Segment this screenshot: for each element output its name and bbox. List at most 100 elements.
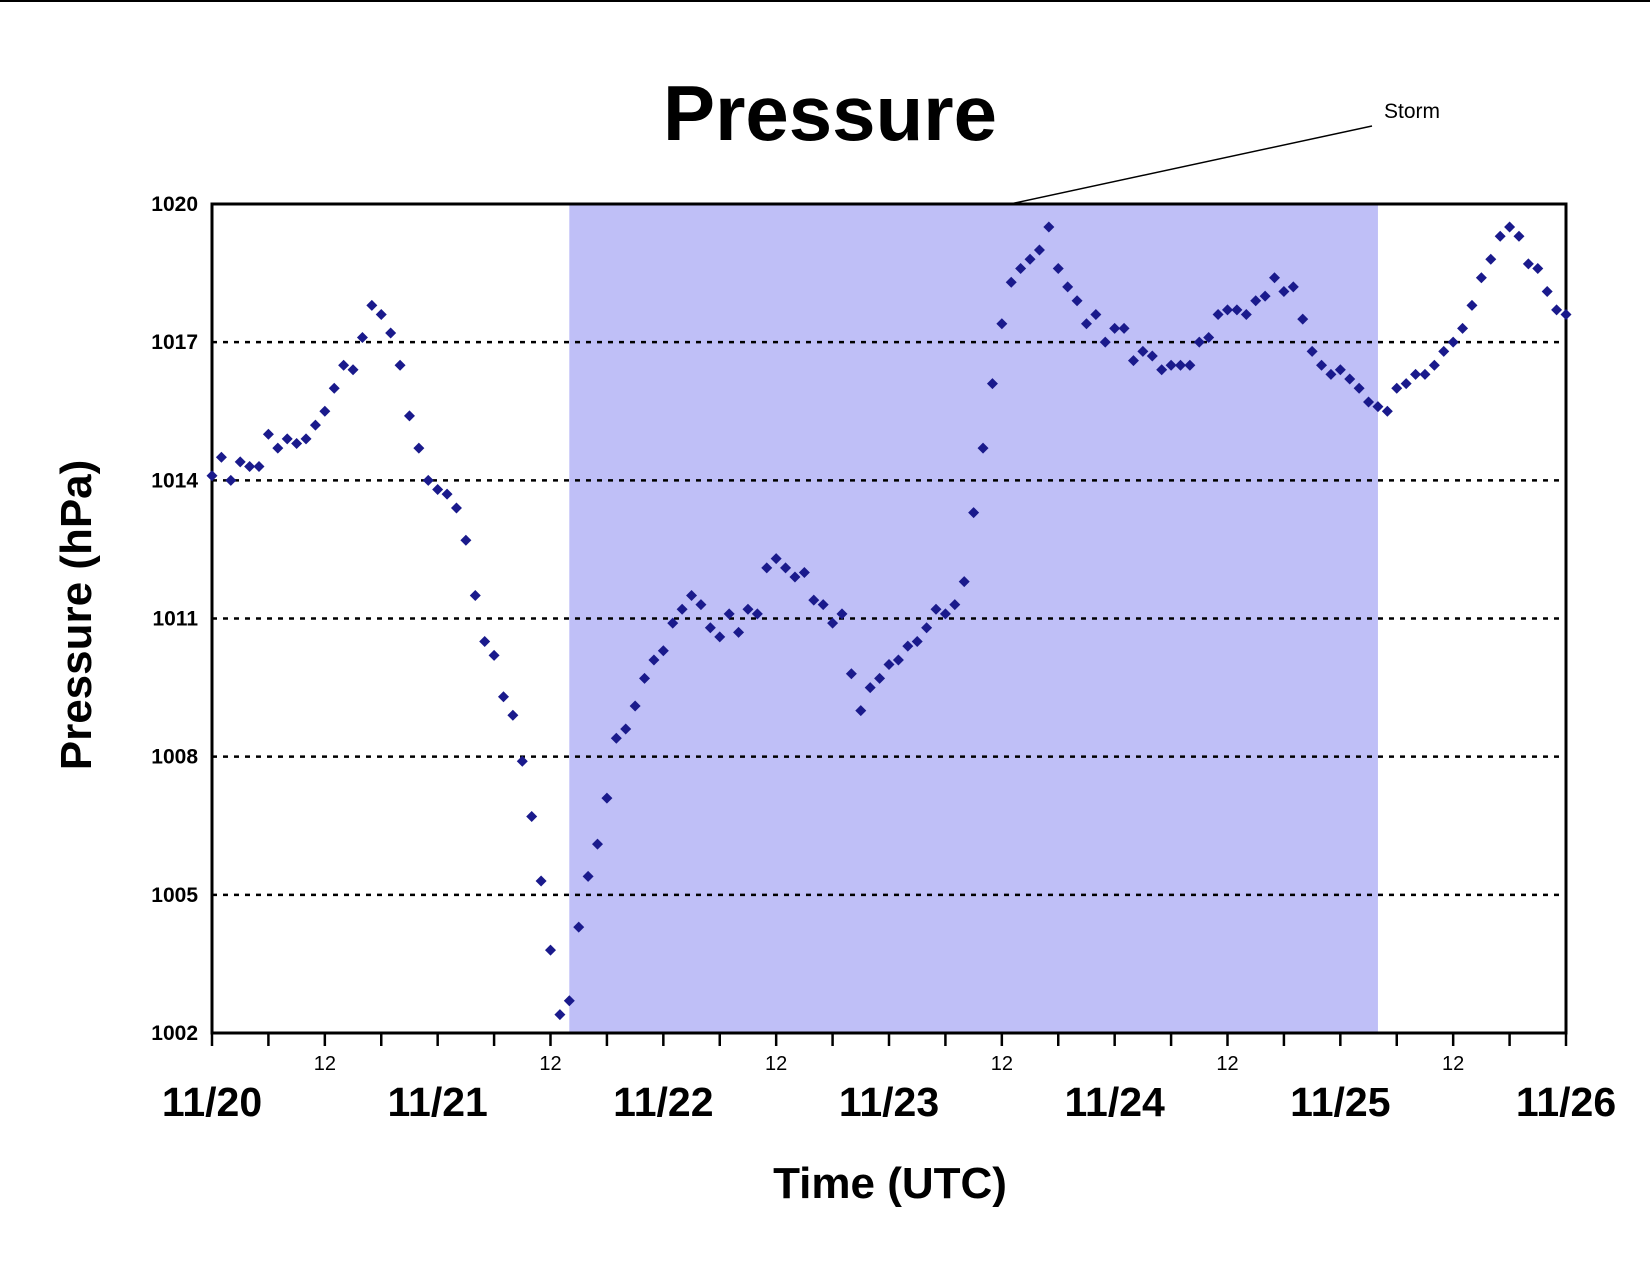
data-point bbox=[939, 608, 951, 620]
data-point bbox=[1353, 382, 1365, 394]
data-point bbox=[610, 732, 622, 744]
plot-area: 1002 1005 1008 1011 1014 1017 1020 11/20 11/21 11… bbox=[151, 125, 1616, 1125]
y-tick-label: 1020 bbox=[151, 193, 198, 216]
data-point bbox=[526, 811, 538, 823]
data-point bbox=[921, 622, 933, 634]
x-axis-title: Time (UTC) bbox=[773, 1159, 1007, 1208]
data-point bbox=[798, 566, 810, 578]
data-point bbox=[836, 608, 848, 620]
y-tick-label: 1011 bbox=[152, 608, 198, 631]
y-tick-label: 1014 bbox=[151, 469, 198, 492]
data-point bbox=[300, 433, 312, 445]
data-point bbox=[375, 309, 387, 321]
data-point bbox=[1400, 378, 1412, 390]
data-point bbox=[1156, 364, 1168, 376]
data-point bbox=[1334, 364, 1346, 376]
data-point bbox=[667, 617, 679, 629]
data-point bbox=[1410, 368, 1422, 380]
data-point bbox=[1222, 304, 1233, 316]
data-point bbox=[629, 700, 641, 712]
data-point bbox=[385, 327, 397, 339]
data-point bbox=[1532, 262, 1544, 274]
data-point bbox=[394, 359, 406, 371]
data-point bbox=[441, 488, 453, 500]
x-date-label: 11/24 bbox=[1064, 1079, 1165, 1125]
data-point bbox=[620, 723, 632, 735]
data-point bbox=[497, 691, 509, 703]
data-point bbox=[1099, 336, 1111, 348]
data-point bbox=[1466, 299, 1478, 311]
data-point bbox=[234, 456, 246, 468]
data-point bbox=[1541, 286, 1553, 298]
data-point bbox=[1372, 401, 1384, 413]
data-point bbox=[1024, 253, 1036, 265]
y-tick-label: 1008 bbox=[151, 746, 198, 769]
data-point bbox=[1513, 230, 1525, 242]
data-point bbox=[1560, 309, 1572, 321]
data-point bbox=[1269, 272, 1281, 284]
x-hour-label: 12 bbox=[1216, 1053, 1238, 1075]
data-point bbox=[789, 571, 801, 583]
data-point bbox=[460, 534, 472, 546]
data-point bbox=[1174, 359, 1186, 371]
data-point bbox=[450, 502, 462, 514]
y-axis-title: Pressure (hPa) bbox=[52, 460, 101, 771]
data-point bbox=[1485, 253, 1497, 265]
data-point bbox=[1316, 359, 1328, 371]
data-point bbox=[930, 603, 942, 615]
data-point bbox=[1033, 244, 1045, 256]
data-point bbox=[413, 442, 425, 454]
data-point bbox=[902, 640, 914, 652]
data-point bbox=[338, 359, 350, 371]
data-point bbox=[1165, 359, 1177, 371]
data-point bbox=[366, 299, 378, 311]
data-point bbox=[1438, 345, 1450, 357]
data-point bbox=[206, 470, 218, 482]
data-point bbox=[1306, 345, 1318, 357]
data-point bbox=[1090, 309, 1102, 321]
data-point bbox=[1325, 368, 1337, 380]
data-point bbox=[1504, 221, 1516, 233]
data-point bbox=[911, 636, 923, 648]
data-point bbox=[601, 792, 613, 804]
data-point bbox=[1137, 345, 1149, 357]
x-date-label: 11/20 bbox=[162, 1079, 262, 1125]
data-point bbox=[1062, 281, 1074, 293]
x-hour-label: 12 bbox=[314, 1053, 336, 1075]
data-point bbox=[1118, 322, 1130, 334]
data-point bbox=[639, 672, 651, 684]
data-point bbox=[827, 617, 839, 629]
y-tick-label: 1017 bbox=[151, 331, 198, 354]
data-point bbox=[1127, 355, 1139, 367]
x-date-label: 11/22 bbox=[613, 1079, 713, 1125]
chart-title: Pressure bbox=[663, 69, 997, 157]
x-hour-label: 12 bbox=[991, 1053, 1013, 1075]
x-date-label: 11/23 bbox=[839, 1079, 939, 1125]
data-point bbox=[1184, 359, 1196, 371]
data-point bbox=[1522, 258, 1534, 270]
data-point bbox=[488, 649, 500, 661]
data-point bbox=[883, 659, 895, 671]
data-point bbox=[309, 419, 321, 431]
data-point bbox=[1005, 276, 1017, 288]
data-point bbox=[563, 995, 575, 1007]
data-point bbox=[817, 599, 829, 611]
data-point bbox=[676, 603, 688, 615]
data-point bbox=[403, 410, 415, 422]
data-point bbox=[1259, 290, 1271, 302]
y-tick-label: 1002 bbox=[151, 1022, 198, 1045]
data-point bbox=[1052, 262, 1064, 274]
data-point bbox=[1457, 322, 1469, 334]
data-point bbox=[516, 755, 528, 767]
data-point bbox=[1447, 336, 1459, 348]
data-point bbox=[215, 451, 227, 463]
data-point bbox=[1363, 396, 1375, 408]
data-point bbox=[1494, 230, 1506, 242]
data-point bbox=[1231, 304, 1243, 316]
page-border-top bbox=[0, 0, 1650, 2]
data-point bbox=[535, 875, 547, 887]
data-point bbox=[356, 332, 368, 344]
data-point bbox=[554, 1009, 566, 1021]
data-point bbox=[958, 576, 970, 588]
data-point bbox=[855, 705, 867, 717]
